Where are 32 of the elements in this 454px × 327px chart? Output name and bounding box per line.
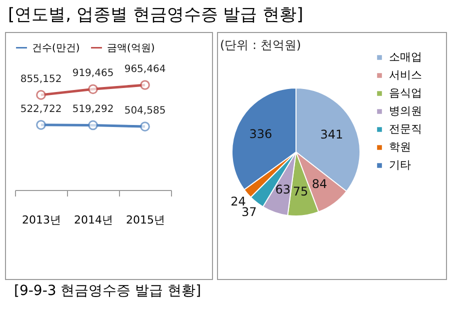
data-label: 965,464 (124, 64, 166, 75)
legend-label: 전문직 (389, 122, 422, 136)
data-label: 84 (312, 176, 328, 191)
legend-label: 병의원 (389, 104, 422, 118)
point (88, 84, 98, 94)
legend-label: 학원 (389, 140, 411, 154)
data-label: 519,292 (72, 104, 114, 116)
point (88, 120, 98, 130)
x-tick-label: 2014년 (74, 214, 113, 226)
data-label: 75 (292, 184, 308, 198)
point (140, 122, 150, 132)
x-tick-label: 2013년 (22, 214, 61, 226)
legend-label: 소매업 (389, 50, 422, 64)
data-label: 341 (320, 128, 344, 142)
point (140, 80, 150, 90)
legend-label: 건수(만건) (32, 42, 80, 54)
data-label: 522,722 (20, 104, 62, 115)
data-label: 63 (275, 182, 291, 196)
chart-title: [연도별, 업종별 현금영수증 발급 현황] (7, 4, 304, 27)
legend-label: 기타 (389, 158, 411, 172)
point (36, 120, 46, 130)
x-tick-label: 2015년 (126, 214, 165, 226)
data-label: 336 (249, 126, 272, 141)
legend-label: 금액(억원) (107, 42, 155, 54)
data-label: 855,152 (20, 74, 62, 85)
text: (단위 : 천억원) (220, 38, 302, 52)
data-label: 919,465 (72, 68, 114, 80)
legend-label: 서비스 (389, 68, 422, 82)
legend-label: 음식업 (389, 86, 422, 100)
text: [9-9-3 현금영수증 발급 현황] (13, 282, 202, 301)
data-label: 504,585 (124, 106, 166, 117)
point (36, 90, 46, 100)
